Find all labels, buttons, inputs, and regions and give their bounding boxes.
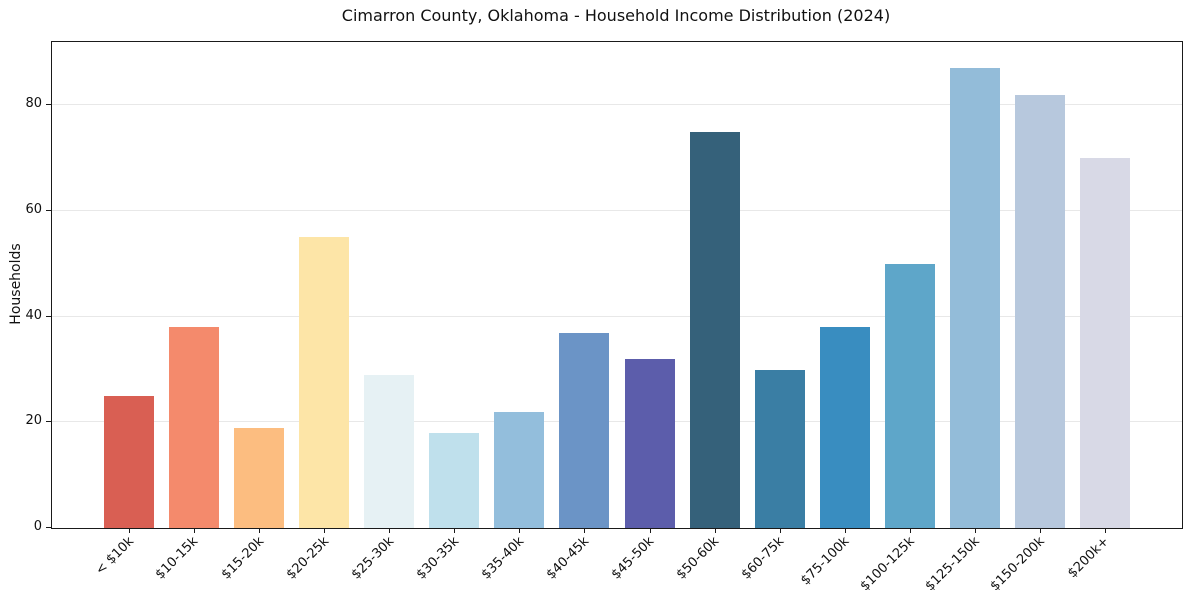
gridline bbox=[52, 210, 1182, 212]
chart-title: Cimarron County, Oklahoma - Household In… bbox=[341, 6, 891, 25]
bar bbox=[234, 427, 285, 528]
bar bbox=[169, 327, 220, 528]
y-tick-label: 20 bbox=[25, 413, 42, 429]
bar bbox=[754, 369, 805, 528]
x-tick-label-text: $40-45k bbox=[543, 534, 593, 583]
x-tick-label-text: $100-125k bbox=[857, 534, 918, 590]
x-tick-label-text: $125-150k bbox=[922, 534, 983, 590]
x-tick-label-text: $30-35k bbox=[413, 534, 462, 583]
bar bbox=[624, 358, 675, 528]
bar bbox=[364, 374, 415, 528]
y-tick-mark bbox=[46, 315, 51, 317]
bar bbox=[494, 411, 545, 528]
x-tick-label-text: $25-30k bbox=[348, 534, 397, 583]
bar bbox=[1080, 158, 1130, 528]
x-tick-label-text: $50-60k bbox=[673, 534, 723, 583]
x-tick-label-text: $20-25k bbox=[283, 534, 332, 583]
x-tick-mark bbox=[1039, 529, 1041, 533]
x-tick-mark bbox=[389, 529, 391, 533]
gridline bbox=[52, 315, 1182, 317]
x-tick-label-text: $150-200k bbox=[987, 534, 1048, 590]
x-tick-mark bbox=[324, 529, 326, 533]
y-tick-label: 60 bbox=[25, 202, 42, 218]
x-tick-label-text: $45-50k bbox=[608, 534, 658, 583]
x-tick-label-text: $60-75k bbox=[738, 534, 788, 583]
x-tick-mark bbox=[974, 529, 976, 533]
y-tick-label: 80 bbox=[25, 96, 42, 112]
gridline bbox=[52, 421, 1182, 423]
bar bbox=[689, 131, 740, 528]
x-tick-mark bbox=[714, 529, 716, 533]
x-tick-mark bbox=[194, 529, 196, 533]
x-tick-mark bbox=[779, 529, 781, 533]
y-tick-mark bbox=[46, 104, 51, 106]
x-tick-mark bbox=[129, 529, 130, 533]
x-tick-label-text: $10-15k bbox=[153, 534, 202, 583]
bar bbox=[559, 332, 610, 528]
plot-area bbox=[51, 41, 1183, 529]
bar bbox=[884, 263, 935, 528]
x-tick-mark bbox=[584, 529, 586, 533]
bar bbox=[299, 237, 350, 528]
x-tick-mark bbox=[1105, 529, 1106, 533]
bar bbox=[429, 432, 480, 528]
x-tick-mark bbox=[649, 529, 651, 533]
x-tick-mark bbox=[844, 529, 846, 533]
x-tick-label-text: $200k+ bbox=[1065, 534, 1113, 582]
x-tick-label-text: $15-20k bbox=[218, 534, 267, 583]
bar bbox=[104, 395, 154, 528]
x-tick-label-text: $75-100k bbox=[797, 534, 853, 589]
bar bbox=[949, 68, 1000, 528]
x-tick-mark bbox=[259, 529, 261, 533]
x-tick-label-text: < $10k bbox=[92, 534, 137, 579]
gridline bbox=[52, 104, 1182, 106]
y-tick-mark bbox=[46, 421, 51, 423]
y-tick-mark bbox=[46, 210, 51, 212]
bar bbox=[1014, 94, 1065, 528]
y-tick-label: 0 bbox=[33, 519, 42, 534]
x-tick-label-text: $35-40k bbox=[478, 534, 527, 583]
y-tick-label: 40 bbox=[25, 307, 42, 323]
y-tick-mark bbox=[46, 527, 51, 528]
bar bbox=[819, 327, 870, 528]
x-tick-mark bbox=[454, 529, 456, 533]
x-tick-mark bbox=[519, 529, 521, 533]
x-tick-mark bbox=[909, 529, 911, 533]
